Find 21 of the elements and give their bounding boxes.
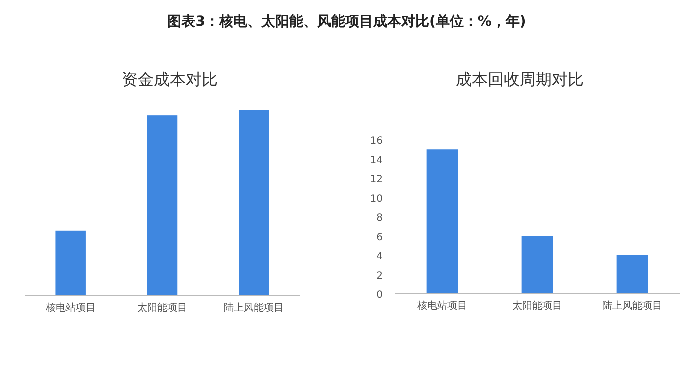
x-tick-label: 陆上风能项目: [602, 300, 662, 312]
y-tick-label: 6: [376, 232, 383, 244]
x-tick-label: 太阳能项目: [138, 302, 188, 314]
chart-title: 成本回收周期对比: [456, 70, 584, 89]
x-tick-label: 核电站项目: [44, 302, 96, 314]
y-tick-label: 12: [370, 174, 383, 186]
y-tick-label: 14: [370, 155, 383, 166]
y-tick-label: 0: [376, 290, 383, 301]
x-tick-label: 核电站项目: [416, 300, 468, 312]
y-tick-label: 10: [370, 194, 383, 205]
y-tick-label: 16: [370, 136, 383, 147]
bar: [426, 150, 458, 294]
bar: [522, 236, 554, 294]
y-tick-label: 4: [376, 252, 383, 262]
y-tick-label: 8: [376, 213, 383, 224]
bar: [616, 256, 648, 294]
chart-title: 资金成本对比: [122, 70, 218, 89]
y-tick-label: 2: [376, 270, 383, 282]
x-tick-label: 太阳能项目: [512, 300, 562, 312]
text: 图表3：核电、太阳能、风能项目成本对比(单位：%，年): [168, 14, 526, 30]
x-tick-label: 陆上风能项目: [224, 302, 284, 314]
